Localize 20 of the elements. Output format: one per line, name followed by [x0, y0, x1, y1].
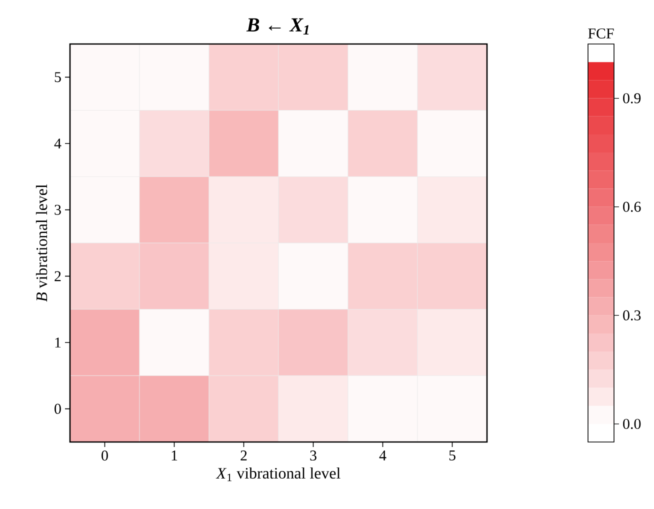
x-tick-label: 0: [102, 450, 108, 461]
color-bar-label: 0.0: [623, 418, 641, 429]
y-tick-label: 3: [54, 204, 61, 215]
y-tick-label: 0: [54, 404, 61, 414]
y-axis-title: B vibrational level: [36, 184, 48, 302]
color-bar-label: 0.9: [623, 93, 641, 104]
x-tick-label: 5: [449, 450, 456, 460]
color-bar-label: 0.6: [623, 202, 641, 212]
y-tick-label: 2: [54, 271, 61, 282]
chart-title: B ← X$_{1}$: [246, 18, 309, 34]
y-tick-label: 4: [54, 138, 62, 148]
x-tick-label: 4: [379, 450, 386, 460]
x-tick-label: 2: [240, 450, 247, 460]
y-tick-label: 5: [54, 72, 61, 82]
color-bar-label: 0.3: [623, 310, 641, 320]
x-tick-label: 3: [310, 450, 316, 461]
x-tick-label: 1: [172, 450, 178, 460]
color-bar-title: FCF: [588, 28, 614, 38]
y-tick-label: 1: [55, 338, 61, 348]
x-axis-title: X$_{1}$ vibrational level: [216, 467, 340, 482]
